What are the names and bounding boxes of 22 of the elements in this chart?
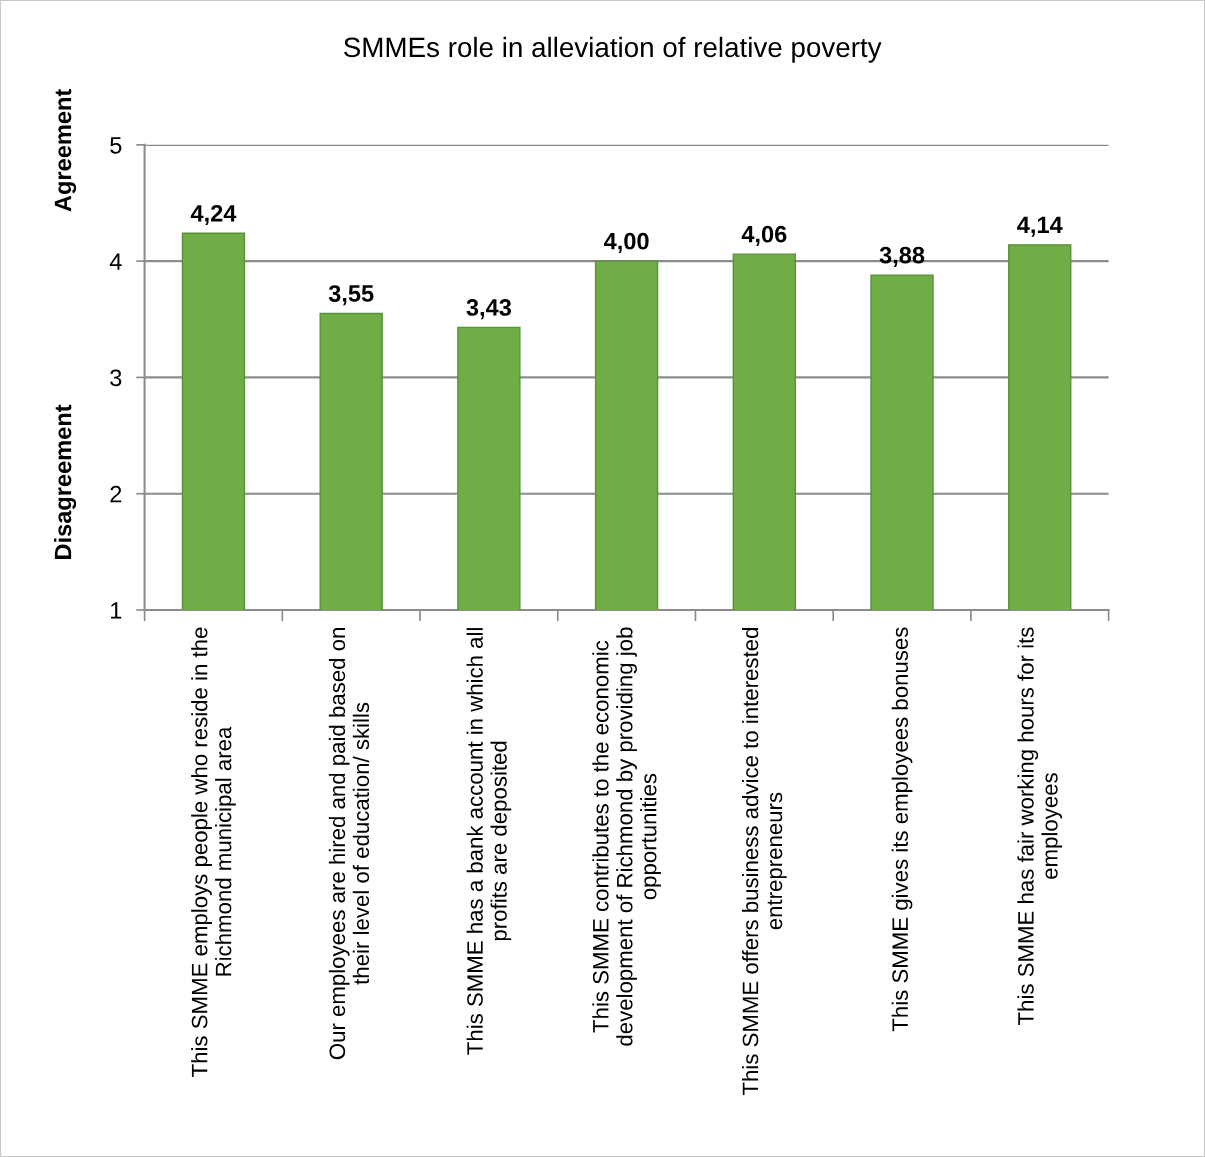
data-label: 3,55: [328, 285, 374, 306]
data-label: 4,06: [741, 225, 787, 246]
x-tick-label: This SMME contributes to the economic development of Richmond by providing job opportunities: [592, 627, 661, 1046]
data-label: 4,14: [1017, 216, 1063, 237]
x-tick-label: Our employees are hired and paid based on their level of education/ skills: [328, 628, 370, 1060]
y-tick-label: 3: [110, 369, 122, 387]
x-tick-label: This SMME offers business advice to interested entrepreneurs: [741, 628, 787, 1096]
data-label: 4,00: [603, 232, 649, 253]
x-tick-label: This SMME has fair working hours for its employees: [1017, 627, 1063, 1025]
data-label: 3,43: [466, 299, 512, 320]
data-label: 4,24: [190, 204, 237, 226]
text: Agreement: [54, 89, 77, 212]
y-tick-label: 2: [110, 485, 122, 503]
y-tick-label: 4: [109, 253, 122, 270]
y-tick-label: 5: [110, 137, 122, 154]
text: Disagreement: [54, 404, 77, 559]
x-tick-label: This SMME employs people who reside in the Richmond municipal area: [191, 627, 236, 1077]
x-tick-label: This SMME gives its employees bonuses: [891, 627, 913, 1032]
y-tick-label: 1: [111, 602, 122, 619]
x-tick-label: This SMME has a bank account in which all profits are deposited: [466, 628, 512, 1055]
chart-title: SMMEs role in alleviation of relative poverty: [344, 36, 882, 63]
data-label: 3,88: [879, 246, 925, 267]
